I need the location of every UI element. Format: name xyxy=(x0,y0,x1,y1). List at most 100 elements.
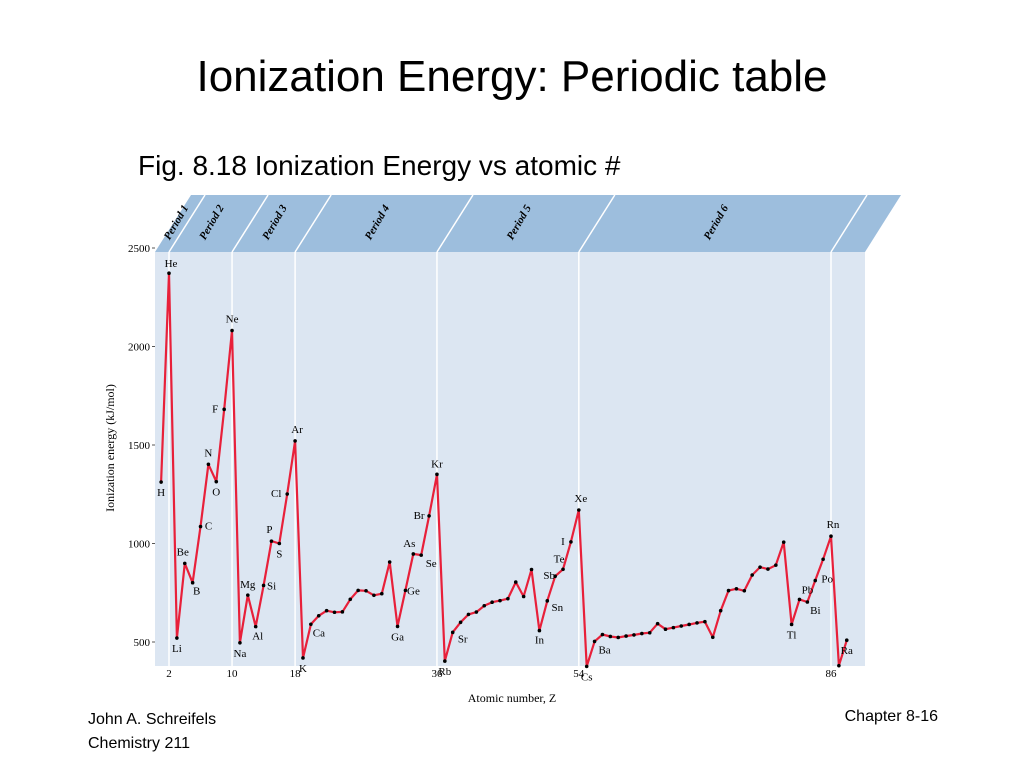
data-point xyxy=(167,271,171,276)
data-point xyxy=(624,634,628,638)
data-point xyxy=(545,599,550,603)
data-point xyxy=(821,557,825,562)
y-tick-label: 2000 xyxy=(128,342,151,354)
slide-subtitle: Fig. 8.18 Ionization Energy vs atomic # xyxy=(138,150,621,181)
data-point xyxy=(616,635,621,640)
period-divider-band xyxy=(436,194,474,253)
data-point xyxy=(569,540,573,544)
element-label: Ar xyxy=(291,424,303,436)
data-point xyxy=(182,561,187,566)
data-point xyxy=(592,639,597,644)
period-divider-band xyxy=(231,194,269,253)
data-point xyxy=(506,596,510,601)
data-point xyxy=(159,480,163,484)
data-point xyxy=(766,567,770,571)
y-axis-label: Ionization energy (kJ/mol) xyxy=(103,384,117,512)
data-point xyxy=(789,622,794,627)
x-tick-label: 86 xyxy=(826,668,838,680)
period-divider-band xyxy=(578,194,616,253)
element-label: Mg xyxy=(240,579,256,591)
element-label: Rb xyxy=(438,666,451,678)
element-label: Ge xyxy=(407,585,420,597)
data-point xyxy=(758,565,762,569)
data-point xyxy=(529,567,534,572)
element-label: Sn xyxy=(551,602,563,614)
data-point xyxy=(813,578,818,583)
element-label: O xyxy=(212,487,220,499)
data-point xyxy=(198,524,203,529)
data-point xyxy=(671,625,676,630)
data-point xyxy=(395,624,400,629)
element-label: S xyxy=(276,549,282,561)
period-divider-band xyxy=(168,194,206,253)
element-label: Ga xyxy=(391,631,404,643)
y-tick-label: 500 xyxy=(134,637,151,649)
plot-area xyxy=(155,252,865,666)
footer-page: Chapter 8-16 xyxy=(844,708,938,725)
data-point xyxy=(553,574,557,579)
element-label: C xyxy=(205,521,212,533)
data-point xyxy=(403,588,408,593)
element-label: Al xyxy=(252,631,263,643)
element-label: Ra xyxy=(841,645,853,657)
data-point xyxy=(466,612,471,617)
data-point xyxy=(521,594,526,599)
data-point xyxy=(246,593,250,597)
data-point xyxy=(647,630,652,635)
data-point xyxy=(222,407,226,412)
element-label: Se xyxy=(426,558,437,570)
data-point xyxy=(774,563,778,567)
data-point xyxy=(301,656,305,660)
data-point xyxy=(309,622,313,627)
x-tick-label: 36 xyxy=(431,668,443,680)
data-point xyxy=(663,627,668,631)
element-label: P xyxy=(266,524,272,536)
y-tick-label: 2500 xyxy=(128,243,151,255)
data-point xyxy=(655,621,660,626)
element-label: Sr xyxy=(458,633,468,645)
y-tick-label: 1500 xyxy=(128,440,151,452)
data-point xyxy=(372,593,376,598)
data-point xyxy=(687,622,691,627)
data-point xyxy=(490,600,494,605)
data-point xyxy=(710,635,715,640)
data-point xyxy=(781,540,786,544)
data-point xyxy=(561,567,565,572)
data-point xyxy=(797,597,802,602)
ionization-energy-chart: Period 1 Period 2 Period 3 Period 4 Period 5… xyxy=(103,194,901,705)
data-point xyxy=(640,631,644,636)
data-point xyxy=(316,613,321,618)
footer-left: John A. Schreifels Chemistry 211 xyxy=(88,708,216,756)
data-point xyxy=(435,472,439,477)
data-point xyxy=(632,633,636,637)
element-label: Be xyxy=(177,546,189,558)
element-label: Rn xyxy=(827,519,840,531)
data-point xyxy=(238,640,242,645)
data-point xyxy=(261,583,266,588)
element-label: Bi xyxy=(810,605,820,617)
data-point xyxy=(584,664,589,669)
period-divider-band xyxy=(830,194,868,253)
data-point xyxy=(498,598,502,603)
data-point xyxy=(387,560,392,564)
data-point xyxy=(293,439,297,443)
data-point xyxy=(805,600,810,604)
data-point xyxy=(206,462,211,467)
element-label: Te xyxy=(554,553,565,565)
data-point xyxy=(703,619,707,624)
data-point xyxy=(285,492,290,496)
element-label: Si xyxy=(267,580,276,592)
data-point xyxy=(474,610,479,614)
data-point xyxy=(450,630,455,635)
data-point xyxy=(230,328,234,333)
element-label: B xyxy=(193,586,200,598)
data-point xyxy=(537,628,542,633)
data-point xyxy=(608,634,613,639)
element-label: Sb xyxy=(543,570,555,582)
data-point xyxy=(458,620,463,625)
element-label: Li xyxy=(172,643,182,655)
data-point xyxy=(269,539,274,543)
element-label: In xyxy=(535,635,545,647)
data-point xyxy=(427,514,431,518)
period-divider-band xyxy=(294,194,332,253)
